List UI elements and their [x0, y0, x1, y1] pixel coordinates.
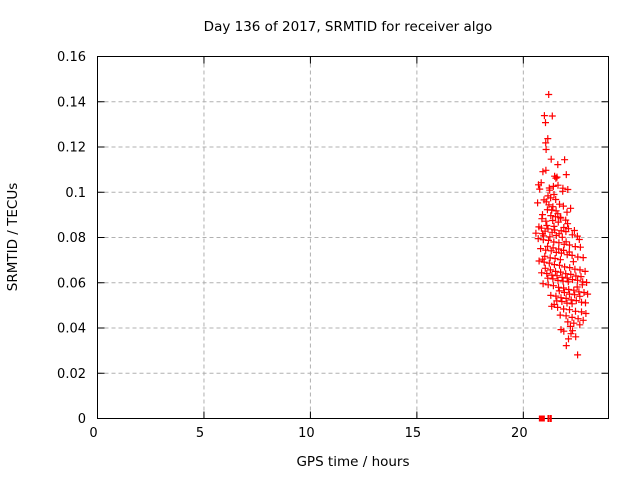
- y-tick-label: 0.14: [57, 95, 86, 110]
- y-tick-labels: 0 0.02 0.04 0.06 0.08 0.1 0.12 0.14 0.16: [57, 50, 86, 427]
- x-tick-labels: 0 5 10 15 20: [89, 426, 527, 441]
- baseline-tick-marker: [549, 415, 552, 422]
- chart-title: Day 136 of 2017, SRMTID for receiver alg…: [204, 19, 493, 35]
- x-tick-label: 15: [405, 426, 422, 441]
- x-tick-label: 0: [89, 426, 97, 441]
- y-tick-label: 0.12: [57, 141, 86, 156]
- y-tick-label: 0.1: [65, 186, 86, 201]
- x-tick-label: 5: [196, 426, 204, 441]
- tick-marks: [97, 56, 609, 419]
- y-tick-label: 0.02: [57, 367, 86, 382]
- x-tick-label: 20: [511, 426, 528, 441]
- y-tick-label: 0.08: [57, 231, 86, 246]
- y-tick-label: 0.04: [57, 322, 86, 337]
- baseline-square-marker: [538, 415, 545, 422]
- y-tick-label: 0: [78, 412, 86, 427]
- baseline-markers: [538, 415, 552, 422]
- x-tick-label: 10: [298, 426, 315, 441]
- baseline-tick-marker: [547, 415, 550, 422]
- y-tick-label: 0.16: [57, 50, 86, 65]
- y-tick-label: 0.06: [57, 276, 86, 291]
- gridlines: [97, 56, 609, 419]
- scatter-points: [532, 91, 592, 359]
- scatter-points-path: [532, 91, 592, 359]
- x-axis-label: GPS time / hours: [296, 454, 409, 470]
- y-axis-label: SRMTID / TECUs: [5, 183, 21, 291]
